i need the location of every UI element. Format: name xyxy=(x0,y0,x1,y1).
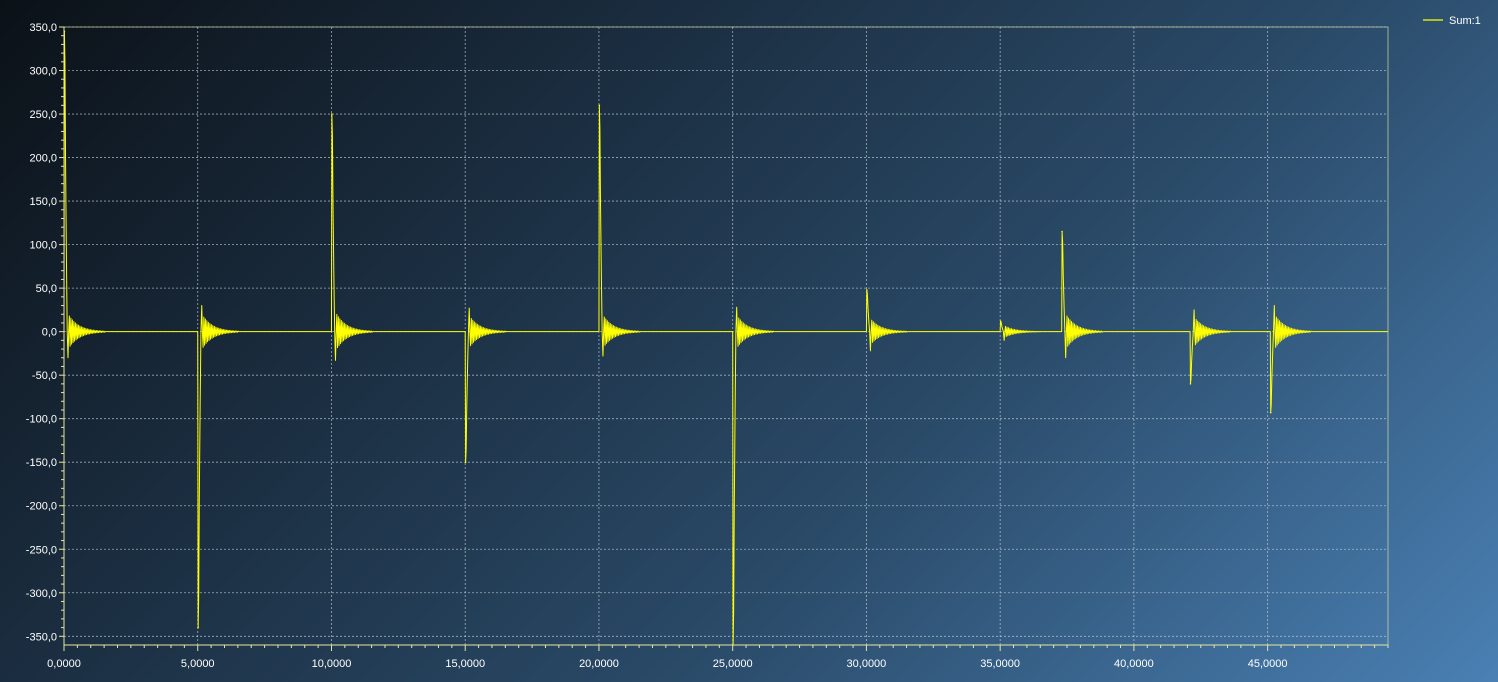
y-tick-label: 250,0 xyxy=(29,109,57,121)
series-peak-point xyxy=(1269,411,1272,414)
plot-frame xyxy=(63,26,1389,646)
x-tick-label: 0,0000 xyxy=(47,658,81,670)
x-tick-label: 30,0000 xyxy=(847,658,887,670)
legend-label-sum-1: Sum:1 xyxy=(1449,15,1481,27)
x-tick-label: 40,0000 xyxy=(1114,658,1154,670)
grid-lines xyxy=(63,26,1389,646)
y-tick-label: -150,0 xyxy=(26,457,57,469)
series-peak-point xyxy=(1189,383,1192,385)
y-tick-label: -50,0 xyxy=(32,370,57,382)
y-tick-label: -100,0 xyxy=(26,414,57,426)
y-tick-label: 100,0 xyxy=(29,240,57,252)
y-tick-label: 300,0 xyxy=(29,66,57,78)
x-tick-label: 5,0000 xyxy=(181,658,215,670)
y-tick-label: 0,0 xyxy=(42,327,57,339)
x-tick-label: 25,0000 xyxy=(713,658,753,670)
y-tick-label: 200,0 xyxy=(29,153,57,165)
series-peak-point xyxy=(598,104,601,107)
series-peak-point xyxy=(197,626,199,629)
axes: 350,0 300,0 250,0 200,0 150,0 100,0 50,0 0,0 -50… xyxy=(26,22,1389,670)
x-tick-label: 15,0000 xyxy=(445,658,485,670)
series-peak-point xyxy=(1061,230,1063,233)
series-peak-point xyxy=(866,289,868,291)
y-tick-label: 50,0 xyxy=(36,283,57,295)
y-tick-label: -300,0 xyxy=(26,588,57,600)
series-peak-point xyxy=(999,320,1002,323)
y-tick-label: -350,0 xyxy=(26,631,57,643)
y-tick-label: -250,0 xyxy=(26,544,57,556)
y-tick-label: 350,0 xyxy=(29,22,57,34)
x-tick-label: 35,0000 xyxy=(980,658,1020,670)
series-peak-point xyxy=(331,113,333,115)
x-tick-label: 45,0000 xyxy=(1248,658,1288,670)
series-line-sum-1 xyxy=(63,30,1388,646)
legend[interactable]: Sum:1 xyxy=(1423,15,1481,27)
series-layer xyxy=(63,30,1388,646)
y-tick-label: -200,0 xyxy=(26,501,57,513)
x-tick-label: 20,0000 xyxy=(579,658,619,670)
x-tick-label: 10,0000 xyxy=(312,658,352,670)
series-peak-point xyxy=(464,461,467,464)
y-tick-label: 150,0 xyxy=(29,196,57,208)
